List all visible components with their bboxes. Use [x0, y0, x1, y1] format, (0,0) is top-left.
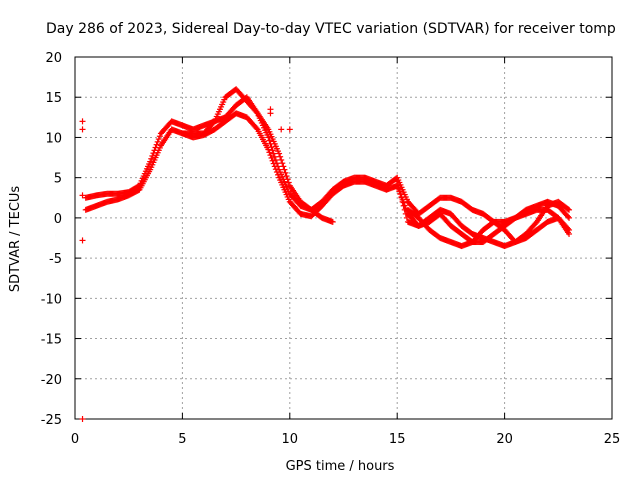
data-point: [276, 150, 283, 157]
y-tick-label: -10: [41, 292, 62, 307]
data-point-outlier: [79, 118, 86, 125]
data-point: [329, 218, 336, 225]
y-tick-label: -20: [41, 373, 62, 388]
data-point: [154, 138, 161, 145]
data-point: [265, 134, 272, 141]
x-axis-label: GPS time / hours: [286, 459, 395, 474]
data-point: [271, 163, 278, 170]
chart-title: Day 286 of 2023, Sidereal Day-to-day VTE…: [46, 21, 616, 37]
y-tick-label: 0: [54, 212, 62, 227]
data-point: [271, 153, 278, 160]
data-point: [283, 173, 290, 180]
data-point: [280, 163, 287, 170]
data-point: [281, 166, 288, 173]
data-point: [269, 157, 276, 164]
data-point: [277, 153, 284, 160]
x-tick-label: 0: [71, 432, 79, 447]
data-point: [156, 133, 163, 140]
data-point: [269, 147, 276, 154]
data-point-outlier: [79, 126, 86, 133]
data-point: [272, 156, 279, 163]
data-point: [270, 150, 277, 157]
data-point: [153, 141, 160, 148]
data-point: [267, 152, 274, 159]
data-point: [399, 198, 406, 205]
data-point: [210, 119, 217, 126]
data-points: [79, 86, 573, 422]
data-point-outlier: [79, 192, 86, 199]
data-point: [266, 149, 273, 156]
y-tick-label: -5: [49, 252, 62, 267]
x-tick-label: 15: [389, 432, 406, 447]
data-point: [564, 206, 571, 213]
data-point-outlier: [79, 237, 86, 244]
x-tick-label: 25: [604, 432, 621, 447]
data-point: [566, 230, 573, 237]
data-point: [402, 210, 409, 217]
data-point: [285, 179, 292, 186]
data-point-outlier: [79, 416, 86, 422]
data-point: [278, 156, 285, 163]
data-point: [396, 186, 403, 193]
axis-ticks: 0 5 10 15 20 25 -25 -20 -15 -10 -5 0 5 10 15 20: [41, 51, 621, 447]
x-tick-label: 20: [496, 432, 513, 447]
data-point: [268, 154, 275, 161]
y-tick-label: -25: [41, 413, 62, 428]
y-tick-label: -15: [41, 333, 62, 348]
data-point: [403, 214, 410, 221]
x-tick-label: 10: [282, 432, 299, 447]
data-point: [265, 146, 272, 153]
data-point: [397, 190, 404, 197]
data-point: [253, 125, 260, 132]
data-point: [566, 206, 573, 213]
y-axis-label: SDTVAR / TECUs: [8, 186, 23, 293]
y-tick-label: 5: [54, 172, 62, 187]
data-point: [394, 178, 401, 185]
data-point: [147, 158, 154, 165]
y-tick-label: 20: [45, 51, 62, 66]
y-tick-label: 15: [45, 91, 62, 106]
data-point-outlier: [278, 126, 285, 133]
data-point: [400, 202, 407, 209]
grid-lines: [75, 57, 612, 419]
data-point: [274, 171, 281, 178]
data-point: [566, 214, 573, 221]
data-point: [273, 169, 280, 176]
data-point: [272, 166, 279, 173]
data-point: [398, 194, 405, 201]
data-point: [266, 137, 273, 144]
data-point: [564, 213, 571, 220]
data-point-outlier: [286, 126, 293, 133]
data-point: [279, 160, 286, 167]
data-point: [155, 136, 162, 143]
data-point-outlier: [267, 110, 274, 117]
y-tick-label: 10: [45, 131, 62, 146]
x-tick-label: 5: [178, 432, 186, 447]
data-point: [282, 169, 289, 176]
plot-frame: [74, 56, 613, 420]
data-point: [395, 182, 402, 189]
data-point: [284, 176, 291, 183]
data-point: [149, 152, 156, 159]
data-point: [270, 160, 277, 167]
data-point: [148, 155, 155, 162]
